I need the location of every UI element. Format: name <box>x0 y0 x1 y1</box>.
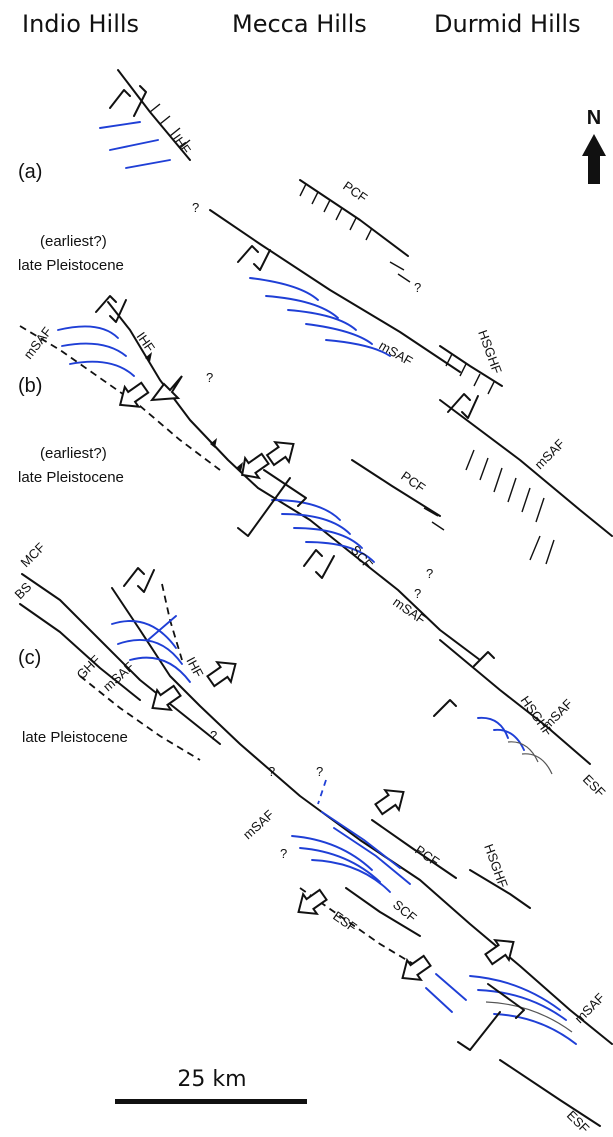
panel-c-letter: (c) <box>18 647 41 669</box>
scf-label-b: SCF <box>348 542 376 572</box>
msaf-slip-arrows-a <box>238 246 270 270</box>
north-arrow-icon <box>582 134 606 184</box>
query-c4: ? <box>280 846 287 861</box>
query-b1: ? <box>206 370 213 385</box>
north-label: N <box>587 107 601 129</box>
panel-b-age-line1: (earliest?) <box>40 445 107 462</box>
msaf-label-b3: mSAF <box>532 436 568 472</box>
durmid-slip-arrows-c1 <box>474 652 494 666</box>
hsghf-label-c2: HSGHF <box>481 842 511 890</box>
pcf-label-b: PCF <box>398 468 428 495</box>
panel-a-age-line2: late Pleistocene <box>18 257 124 274</box>
durmid-slip-arrows-b <box>448 394 478 418</box>
msaf-label-c1: mSAF <box>100 659 137 694</box>
pcf-slip-arrows-a <box>390 262 410 282</box>
panel-a-letter: (a) <box>18 161 42 183</box>
esf-fault-c3 <box>500 1060 600 1126</box>
query-c3: ? <box>316 764 323 779</box>
compression-arrow-b1 <box>152 376 182 400</box>
compression-arrow-b2 <box>113 378 151 415</box>
panel-a-age-line1: (earliest?) <box>40 233 107 250</box>
ihf-folds-b <box>58 326 134 376</box>
panel-c: (c) late Pleistocene MCF BS GHF IHF mSAF… <box>12 540 612 1136</box>
panel-b-age-line2: late Pleistocene <box>18 469 124 486</box>
query-b2: ? <box>426 566 433 581</box>
compression-arrow-c2 <box>146 681 184 718</box>
ihf-slip-arrows-c <box>124 568 154 592</box>
msaf-slip-arrows-b <box>304 550 334 578</box>
msaf-label-c2: mSAF <box>240 807 277 842</box>
north-arrow: N <box>582 107 606 184</box>
header-mecca-hills: Mecca Hills <box>232 10 367 38</box>
query-c5: ? <box>414 586 421 601</box>
header-indio-hills: Indio Hills <box>22 10 139 38</box>
durmid-folds-c2 <box>426 974 576 1044</box>
mecca-folds-c <box>292 812 410 892</box>
query-a1: ? <box>192 200 199 215</box>
query-a2: ? <box>414 280 421 295</box>
ihf-label-a: IHF <box>170 131 194 157</box>
compression-arrow-c1 <box>204 654 242 691</box>
hsghf-label-b: HSGHF <box>475 328 505 376</box>
strike-slip-arrows-a <box>110 86 146 116</box>
msaf-label-c4: mSAF <box>572 990 608 1026</box>
query-c1: ? <box>210 728 217 743</box>
thrust-teeth-b <box>145 352 243 472</box>
panel-c-age-line1: late Pleistocene <box>22 729 128 746</box>
ihf-label-c: IHF <box>183 654 206 680</box>
pcf-fault-b <box>352 460 440 516</box>
mcf-label-c: MCF <box>18 540 49 571</box>
bs-label-c: BS <box>12 579 35 602</box>
esf-label-c3: ESF <box>564 1108 593 1137</box>
ihf-dashed-c <box>162 584 182 660</box>
durmid-slip-arrows-b2 <box>530 536 554 564</box>
scale-bar: 25 km <box>115 1067 307 1104</box>
ihf-label-b: IHF <box>134 329 158 355</box>
scale-bar-line <box>115 1099 307 1104</box>
panel-b: (b) (earliest?) late Pleistocene IHF mSA… <box>18 296 612 660</box>
msaf-label-b2: mSAF <box>390 594 428 627</box>
msaf-fault-b-durmid <box>440 400 612 536</box>
msaf-fault-a <box>210 210 460 372</box>
durmid-slip-arrows-c2 <box>434 700 456 716</box>
pcf-label-a: PCF <box>340 178 370 205</box>
ihf-folds-a <box>100 122 170 168</box>
esf-label-c2: ESF <box>580 772 609 801</box>
fold-dashed-c <box>318 780 326 804</box>
panel-b-letter: (b) <box>18 375 42 397</box>
msaf-label-a: mSAF <box>377 338 416 369</box>
header-durmid-hills: Durmid Hills <box>434 10 581 38</box>
pcf-fault-c <box>372 820 456 878</box>
scale-label: 25 km <box>177 1067 246 1092</box>
query-c2: ? <box>268 764 275 779</box>
ghf-label-c: GHF <box>74 652 104 682</box>
compression-arrow-c4 <box>292 885 330 922</box>
compression-arrow-c3 <box>372 782 410 819</box>
msaf-main-fault-c <box>112 588 612 1044</box>
msaf-folds-a <box>250 278 390 356</box>
